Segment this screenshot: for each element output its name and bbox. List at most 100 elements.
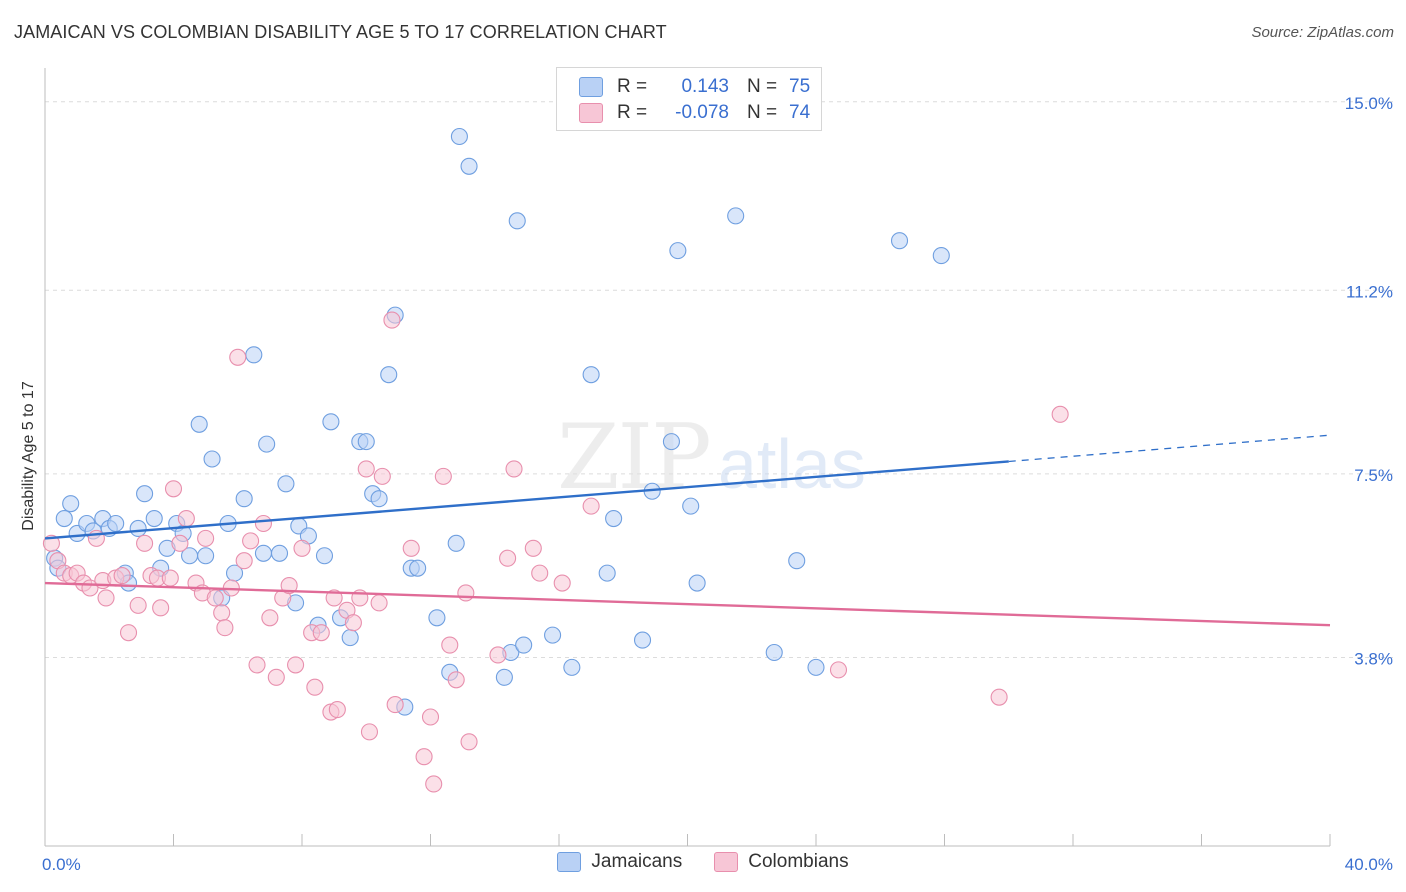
data-point xyxy=(829,661,848,679)
data-point xyxy=(62,495,80,513)
data-point xyxy=(357,460,375,478)
legend-n-label: N = xyxy=(747,102,778,123)
data-point xyxy=(441,636,459,654)
series-legend: Jamaicans Colombians xyxy=(0,851,1406,873)
data-point xyxy=(688,574,706,592)
axes xyxy=(44,68,1331,847)
data-point xyxy=(460,733,478,751)
legend-label-colombians: Colombians xyxy=(748,851,849,872)
data-point xyxy=(807,658,825,676)
legend-swatch-colombians xyxy=(579,103,603,123)
data-point xyxy=(505,460,523,478)
watermark-atlas: atlas xyxy=(718,425,866,503)
data-point xyxy=(682,497,700,515)
data-point xyxy=(890,232,909,250)
legend-n-value: 75 xyxy=(789,76,811,97)
data-point xyxy=(254,544,273,562)
data-point xyxy=(457,584,475,602)
data-point xyxy=(489,646,507,664)
legend-r-label: R = xyxy=(617,102,648,123)
data-point xyxy=(669,242,687,260)
data-point xyxy=(582,497,600,515)
data-point xyxy=(312,624,330,642)
data-point xyxy=(341,629,359,647)
data-point xyxy=(421,708,440,726)
data-point xyxy=(415,748,433,766)
data-point xyxy=(261,609,279,627)
data-point xyxy=(531,564,549,582)
data-point xyxy=(932,247,950,265)
data-point xyxy=(1051,405,1069,423)
data-point xyxy=(508,212,526,230)
legend-n-label: N = xyxy=(747,76,778,97)
chart-source: Source: ZipAtlas.com xyxy=(1251,24,1394,41)
y-axis-title: Disability Age 5 to 17 xyxy=(20,381,37,531)
data-point xyxy=(402,539,420,557)
data-point xyxy=(524,539,542,557)
data-point xyxy=(197,547,215,565)
data-point xyxy=(383,311,401,329)
legend-r-value: 0.143 xyxy=(681,76,729,97)
data-point xyxy=(306,678,324,696)
series-colombians xyxy=(42,311,1069,793)
data-point xyxy=(544,626,562,644)
legend-row-colombians: R = -0.078 N = 74 xyxy=(579,101,810,125)
trend-line xyxy=(44,581,1331,627)
y-tick-label: 3.8% xyxy=(1354,649,1393,668)
data-point xyxy=(380,366,398,384)
data-point xyxy=(322,413,340,431)
data-point xyxy=(553,574,571,592)
data-point xyxy=(245,346,263,364)
data-point xyxy=(136,534,154,552)
legend-item-jamaicans[interactable]: Jamaicans xyxy=(557,851,682,873)
data-point xyxy=(357,433,375,451)
series-jamaicans xyxy=(46,127,950,716)
data-point xyxy=(161,569,179,587)
data-point xyxy=(495,668,513,686)
scatter-points xyxy=(42,127,1069,793)
data-point xyxy=(563,658,581,676)
data-point xyxy=(605,509,623,528)
data-point xyxy=(254,514,273,533)
data-point xyxy=(235,490,253,508)
data-point xyxy=(370,594,388,612)
data-point xyxy=(55,509,73,528)
data-point xyxy=(129,596,147,614)
data-point xyxy=(409,559,427,577)
legend-item-colombians[interactable]: Colombians xyxy=(714,851,849,873)
data-point xyxy=(293,539,311,557)
trend-lines xyxy=(44,434,1331,627)
legend-swatch-jamaicans xyxy=(579,77,603,97)
data-point xyxy=(425,775,443,793)
data-point xyxy=(447,534,465,552)
data-point xyxy=(235,552,253,570)
data-point xyxy=(203,450,221,468)
data-point xyxy=(662,433,680,451)
x-tick-label: 40.0% xyxy=(1345,855,1393,874)
data-point xyxy=(119,624,138,642)
data-point xyxy=(270,544,289,562)
data-point xyxy=(258,435,276,453)
data-point xyxy=(216,619,234,637)
data-point xyxy=(450,127,468,146)
data-point xyxy=(129,519,147,538)
data-point xyxy=(97,589,115,607)
x-tick-label: 0.0% xyxy=(42,855,81,874)
data-point xyxy=(145,509,163,528)
data-point xyxy=(499,549,517,567)
y-tick-label: 7.5% xyxy=(1354,466,1393,485)
data-point xyxy=(248,656,266,674)
data-point xyxy=(190,415,208,433)
y-tick-label: 15.0% xyxy=(1345,94,1393,113)
legend-row-jamaicans: R = 0.143 N = 75 xyxy=(579,75,810,99)
data-point xyxy=(598,564,616,582)
data-point xyxy=(242,532,260,550)
legend-swatch-jamaicans xyxy=(557,852,582,872)
data-point xyxy=(360,723,379,741)
data-point xyxy=(113,567,131,585)
data-point xyxy=(370,490,388,508)
data-point xyxy=(460,157,478,175)
data-point xyxy=(447,671,465,689)
grid-lines xyxy=(45,101,1395,658)
